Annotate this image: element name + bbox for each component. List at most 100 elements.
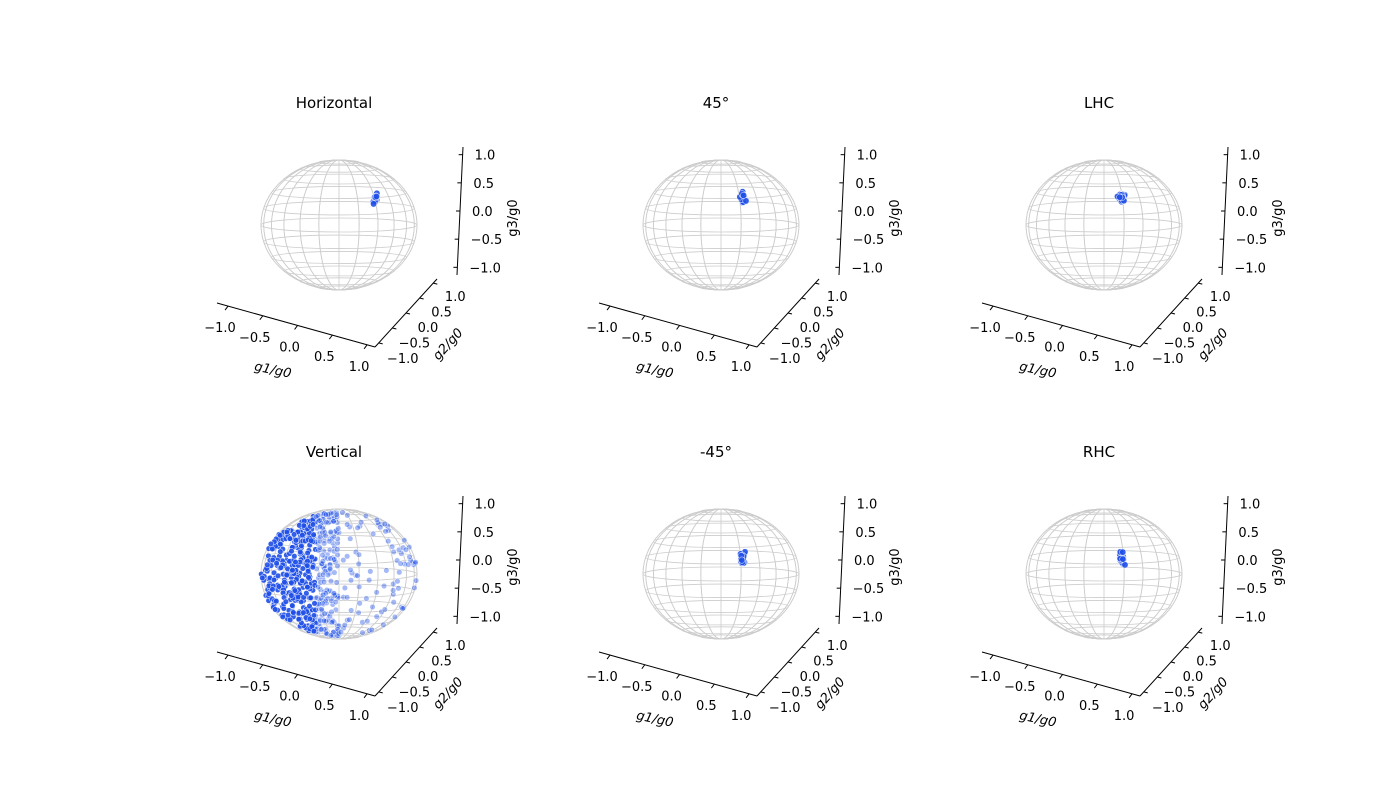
data-point [327,528,334,535]
data-point [317,546,324,553]
data-point [380,621,387,628]
data-point [359,619,366,626]
x-tick [328,683,333,689]
data-point [303,590,310,597]
x-tick [710,334,715,340]
z-tick-label: 0.0 [1237,554,1258,569]
data-point [362,512,369,520]
data-point [355,609,362,616]
data-point [339,509,346,516]
x-tick-label: −0.5 [1004,680,1036,695]
subplot-6: RHC−1.0−0.50.00.51.0g1/g0 −1.0−0.50.00.51… [969,443,1286,731]
z-tick-label: 0.5 [473,177,494,192]
data-point [270,576,278,583]
z-axis [1218,495,1229,625]
y-axis [756,627,820,697]
y-tick-label: 0.0 [1183,670,1204,685]
y-tick [787,312,793,315]
subplot-title: Vertical [306,443,362,461]
x-tick-label: 1.0 [731,709,752,724]
data-point [341,584,348,592]
data-point [333,513,340,520]
x-tick-label: 0.5 [314,699,335,714]
x-tick [989,305,994,311]
x-tick-label: −1.0 [969,670,1001,685]
data-point [390,548,397,555]
y-tick-label: 1.0 [827,639,848,654]
data-point [355,560,362,567]
data-point [344,521,351,528]
x-axis [598,302,758,350]
sphere-longitude [263,159,415,291]
data-point [399,605,406,612]
data-point [282,598,289,605]
data-point [312,606,319,614]
y-tick [1143,691,1148,694]
data-point [347,535,354,542]
data-point [310,531,317,538]
y-tick-label: −1.0 [1152,352,1184,367]
data-point [391,613,399,621]
y-tick-label: 1.0 [445,290,466,305]
z-tick-label: −0.5 [853,233,885,248]
x-tick [676,674,680,679]
data-point [287,616,294,623]
y-tick [405,661,411,664]
y-tick-label: 0.5 [813,655,834,670]
data-point [267,540,274,548]
data-point [315,584,322,591]
data-point [346,616,353,623]
data-point [288,592,295,599]
data-point [373,589,380,596]
data-point [317,586,324,593]
data-point [272,606,279,613]
data-point [306,603,313,610]
data-point [318,606,325,613]
data-point [411,584,418,591]
data-point [323,587,330,594]
data-point [281,579,288,586]
y-tick-label: 1.0 [827,290,848,305]
x-tick [606,305,611,311]
data-points [370,189,381,208]
data-point [291,531,298,538]
data-point [335,525,342,532]
x-tick-label: 1.0 [349,709,370,724]
data-point [385,527,392,534]
x-axis [981,651,1141,699]
z-tick-label: 0.0 [854,554,875,569]
x-axis-label: g1/g0 [635,708,675,730]
y-tick-label: −0.5 [399,685,431,700]
z-axis-label: g3/g0 [888,548,903,585]
x-tick [224,305,229,311]
data-point [330,590,337,597]
data-point [340,557,347,564]
data-point [327,578,335,585]
x-tick-label: 0.0 [1044,689,1065,704]
data-point [305,568,312,575]
data-point [306,615,313,622]
x-tick-label: 0.0 [661,340,682,355]
data-point [300,609,307,616]
data-points [258,509,420,639]
z-axis [835,146,846,276]
data-point [346,523,353,530]
y-tick [1184,646,1189,649]
data-point [299,532,306,539]
data-point [295,593,302,601]
x-tick-label: 0.5 [1079,350,1100,365]
x-tick [606,654,611,660]
data-point [288,579,295,586]
z-tick-label: 1.0 [1240,149,1261,164]
data-point [327,555,334,562]
y-tick-label: −0.5 [781,336,813,351]
data-point [373,613,380,620]
data-point [316,544,323,551]
data-point [395,585,402,592]
data-point [323,519,330,526]
data-point [738,556,746,564]
x-axis-line [598,651,758,697]
data-points [736,188,750,207]
data-point [370,530,377,538]
data-point [341,622,348,629]
